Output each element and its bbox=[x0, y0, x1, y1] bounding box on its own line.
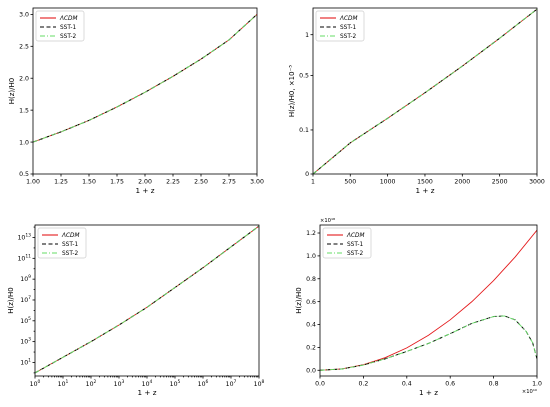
y-tick-label: 1.0 bbox=[306, 253, 316, 260]
y-tick-label: 107 bbox=[20, 295, 31, 304]
x-tick-label: 1000 bbox=[380, 179, 396, 186]
x-tick-label: 101 bbox=[58, 379, 69, 388]
x-tick-label: 1.25 bbox=[54, 179, 68, 186]
y-tick-label: 1.2 bbox=[306, 230, 316, 237]
x-tick-label: 105 bbox=[170, 379, 181, 388]
x-tick-label: 108 bbox=[254, 379, 265, 388]
x-offset-multiplier: ×10¹⁰ bbox=[522, 389, 537, 395]
legend-label: SST-1 bbox=[60, 25, 76, 31]
y-tick-label: 103 bbox=[20, 337, 31, 346]
x-tick-label: 1.75 bbox=[110, 179, 124, 186]
legend-label: SST-2 bbox=[340, 34, 356, 40]
y-tick-label: 1013 bbox=[17, 232, 31, 241]
legend-label: ΛCDM bbox=[339, 16, 357, 22]
x-tick-label: 0.8 bbox=[489, 381, 499, 388]
y-axis-label: H(z)/H0 bbox=[295, 287, 303, 313]
x-tick-label: 100 bbox=[30, 379, 41, 388]
legend-label: ΛCDM bbox=[61, 233, 79, 239]
y-tick-label: 0.6 bbox=[306, 299, 316, 306]
x-tick-label: 2.50 bbox=[194, 179, 208, 186]
x-tick-label: 2.00 bbox=[138, 179, 152, 186]
chart-panel-top-left: 1.00 1.25 1.50 1.75 2.00 2.25 2.50 2.75 3.00 0.5 1… bbox=[8, 7, 264, 195]
series-group bbox=[33, 14, 257, 143]
legend: ΛCDM SST-1 SST-2 bbox=[322, 227, 372, 259]
x-tick-label: 102 bbox=[86, 379, 97, 388]
x-tick-label: 103 bbox=[114, 379, 125, 388]
x-tick-label: 106 bbox=[198, 379, 209, 388]
axes-frame bbox=[319, 224, 538, 377]
legend-label: SST-2 bbox=[62, 251, 78, 257]
y-tick-label: 101 bbox=[20, 357, 31, 366]
x-tick-label: 0.2 bbox=[358, 381, 368, 388]
x-tick-label: 1500 bbox=[417, 179, 433, 186]
y-axis-label: H(z)/H0, ×10⁻⁵ bbox=[288, 65, 296, 117]
y-axis-label: H(z)/H0 bbox=[8, 78, 16, 104]
x-tick-label: 107 bbox=[226, 379, 237, 388]
y-tick-label: 0.5 bbox=[19, 171, 29, 178]
legend-label: SST-2 bbox=[347, 251, 363, 257]
x-tick-label: 3.00 bbox=[250, 179, 264, 186]
x-axis-label: 1 + z bbox=[419, 388, 438, 397]
y-tick-label: 1011 bbox=[17, 253, 31, 262]
y-tick-label: 105 bbox=[20, 316, 31, 325]
y-tick-label: 0.0 bbox=[306, 367, 316, 374]
x-tick-label: 1.0 bbox=[532, 381, 542, 388]
y-tick-label: 109 bbox=[20, 274, 31, 283]
series-group bbox=[313, 8, 537, 174]
series-line-sst-2 bbox=[35, 225, 259, 374]
y-offset-multiplier: ×10¹⁸ bbox=[320, 218, 335, 224]
x-tick-label: 1.50 bbox=[82, 179, 96, 186]
x-tick-label: 2000 bbox=[454, 179, 470, 186]
y-tick-label: 2.0 bbox=[19, 75, 29, 82]
chart-panel-bottom-right: 0.0 0.2 0.4 0.6 0.8 1.0 0.0 0.2 0.4 0.6 0.8 1.0 1.2 1… bbox=[295, 218, 542, 397]
y-tick-label: 2.5 bbox=[19, 44, 29, 51]
series-group bbox=[35, 225, 259, 374]
y-tick-label: 1.0 bbox=[19, 139, 29, 146]
legend-label: SST-1 bbox=[62, 242, 78, 248]
x-tick-label: 2.75 bbox=[222, 179, 236, 186]
y-tick-label: 0.2 bbox=[306, 345, 316, 352]
x-tick-label: 1 bbox=[311, 179, 315, 186]
legend-label: ΛCDM bbox=[59, 16, 77, 22]
x-tick-label: 3000 bbox=[529, 179, 545, 186]
y-tick-label: 0.5 bbox=[299, 73, 309, 80]
y-tick-label: 0.8 bbox=[306, 276, 316, 283]
y-tick-label: 0.1 bbox=[299, 127, 309, 134]
x-axis-label: 1 + z bbox=[136, 186, 155, 195]
y-axis-label: H(z)/H0 bbox=[7, 287, 15, 313]
x-tick-label: 0.0 bbox=[315, 381, 325, 388]
legend-label: SST-1 bbox=[347, 242, 363, 248]
x-tick-label: 0.4 bbox=[402, 381, 412, 388]
x-tick-label: 0.6 bbox=[445, 381, 455, 388]
y-tick-label: 0 bbox=[305, 171, 309, 178]
y-tick-label: 3.0 bbox=[19, 12, 29, 19]
legend-label: SST-2 bbox=[60, 34, 76, 40]
x-axis-label: 1 + z bbox=[138, 388, 157, 397]
x-tick-label: 500 bbox=[344, 179, 356, 186]
chart-panel-bottom-left: 100 101 102 103 104 105 106 107 108 101 103 105 107 1… bbox=[7, 224, 265, 397]
legend-label: SST-1 bbox=[340, 25, 356, 31]
legend-label: ΛCDM bbox=[346, 233, 364, 239]
x-tick-label: 2500 bbox=[492, 179, 508, 186]
series-line-sst-2 bbox=[320, 315, 537, 371]
y-tick-label: 1.5 bbox=[19, 107, 29, 114]
legend: ΛCDM SST-1 SST-2 bbox=[315, 10, 365, 42]
y-tick-label: 1 bbox=[305, 32, 309, 39]
legend: ΛCDM SST-1 SST-2 bbox=[35, 10, 85, 42]
x-axis-label: 1 + z bbox=[416, 186, 435, 195]
x-tick-label: 104 bbox=[142, 379, 153, 388]
x-tick-label: 1.00 bbox=[26, 179, 40, 186]
legend: ΛCDM SST-1 SST-2 bbox=[37, 227, 87, 259]
x-tick-label: 2.25 bbox=[166, 179, 180, 186]
y-tick-label: 0.4 bbox=[306, 322, 316, 329]
